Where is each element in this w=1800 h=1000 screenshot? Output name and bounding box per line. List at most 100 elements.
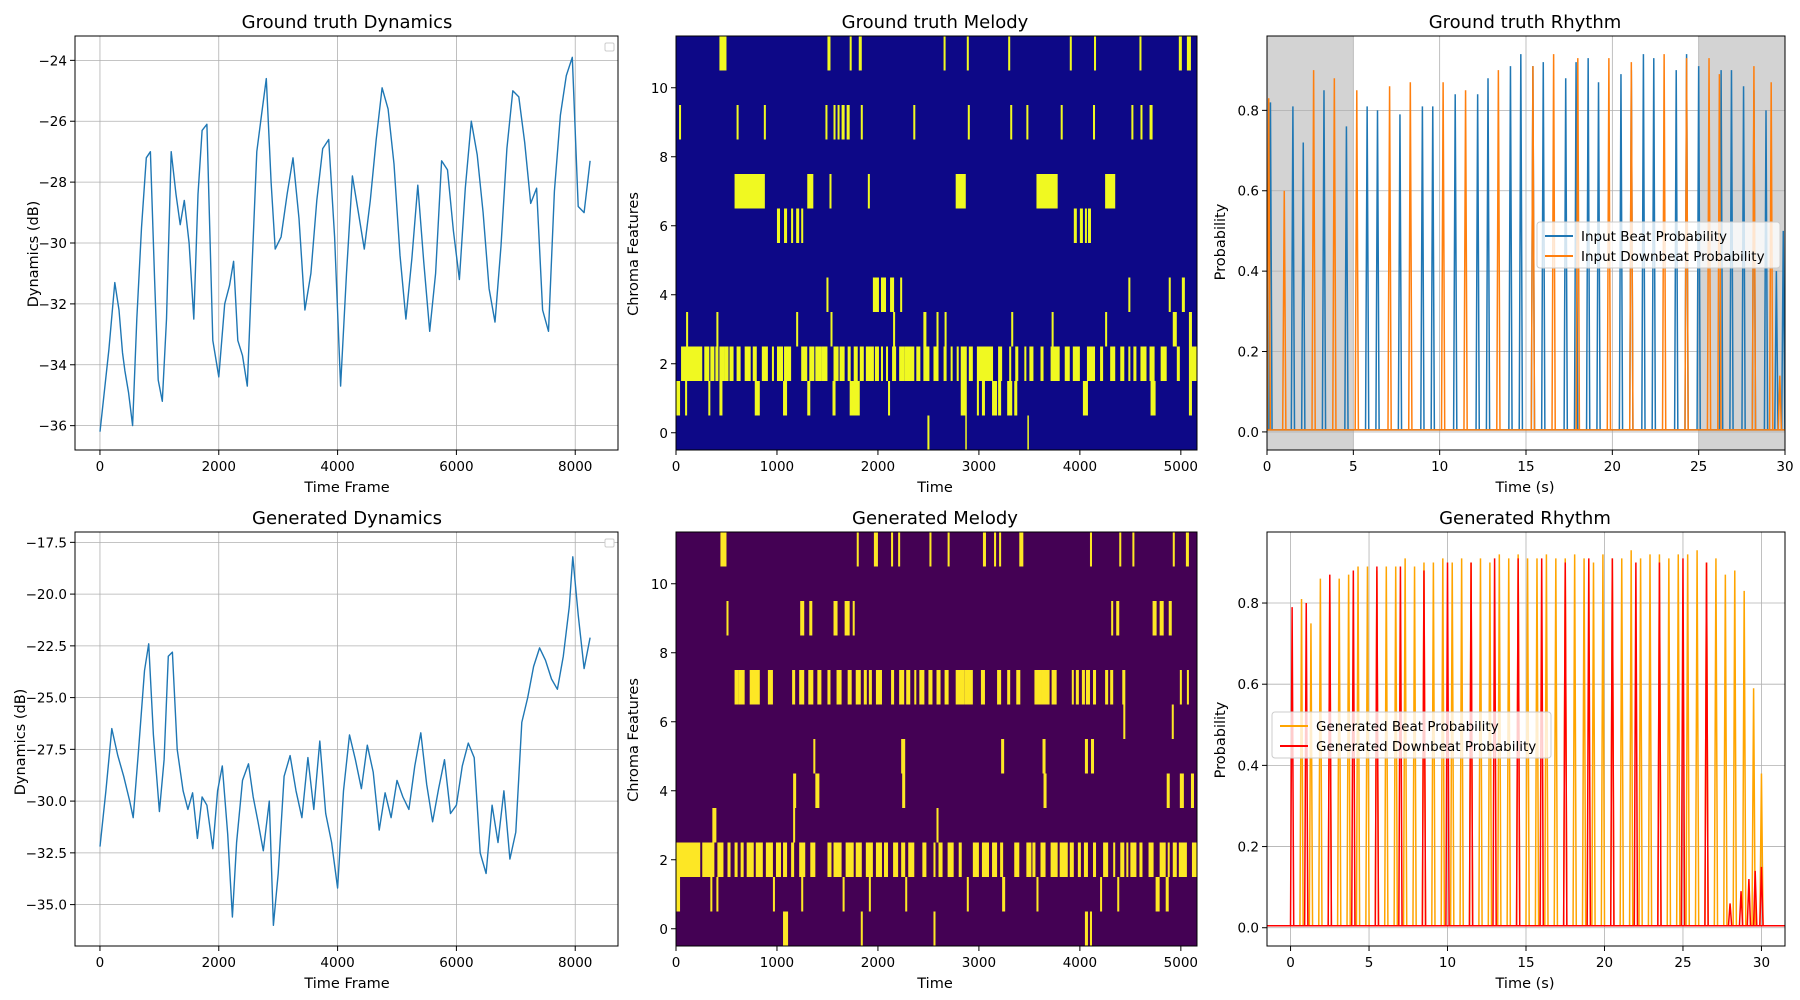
- heatmap-cell: [859, 346, 864, 381]
- heatmap-cell: [947, 842, 954, 877]
- heatmap-cell: [966, 36, 969, 71]
- y-tick-label: −20.0: [26, 587, 67, 603]
- series-peak: [1647, 554, 1653, 926]
- heatmap-cell: [1185, 532, 1189, 567]
- series-peak: [1774, 271, 1779, 430]
- axes-frame: [675, 35, 1198, 451]
- heatmap-cell: [1007, 381, 1013, 416]
- series-peak: [1506, 558, 1512, 926]
- heatmap-cell: [841, 105, 845, 140]
- heatmap-cell: [1026, 105, 1029, 140]
- series-group: [99, 56, 591, 432]
- series-peak: [1591, 562, 1596, 926]
- heatmap-cell: [1128, 346, 1131, 381]
- heatmap-cell: [793, 773, 797, 808]
- x-tick-label: 2000: [202, 955, 236, 971]
- heatmap-cell: [860, 105, 863, 140]
- heatmap-cell: [839, 346, 845, 381]
- series-peak: [1723, 574, 1728, 926]
- x-tick-label: 0: [672, 459, 681, 475]
- panel-gt-rhythm: Ground truth Rhythm Time (s) Probability…: [1213, 12, 1794, 496]
- heatmap-cell: [1172, 842, 1177, 877]
- heatmap-cell: [685, 381, 688, 416]
- heatmap-cell: [900, 277, 903, 312]
- series-peak: [1600, 554, 1606, 926]
- series-peak: [1673, 70, 1679, 430]
- empty-legend-box: [604, 42, 615, 52]
- y-tick-label: −32: [39, 297, 68, 313]
- heatmap-cell: [997, 670, 1002, 705]
- panel-title: Generated Melody: [852, 508, 1018, 529]
- series-peak: [1759, 773, 1764, 926]
- series-peak: [1383, 566, 1389, 926]
- heatmap-cell: [1075, 670, 1079, 705]
- heatmap-cell: [855, 670, 861, 705]
- series-peak: [1496, 70, 1501, 430]
- heatmap-cell: [749, 670, 760, 705]
- legend-label: Generated Downbeat Probability: [1316, 739, 1536, 755]
- heatmap-cell: [1093, 842, 1097, 877]
- series-peak: [1562, 562, 1568, 926]
- series-peak: [1475, 94, 1481, 430]
- x-axis-label: Time (s): [1495, 480, 1555, 496]
- series-peak: [1393, 566, 1399, 926]
- series-peak: [1327, 574, 1333, 926]
- heatmap-cell: [1148, 842, 1154, 877]
- heatmap-cell: [712, 808, 717, 843]
- heatmap-cell: [901, 739, 906, 774]
- legend-label: Input Downbeat Probability: [1581, 249, 1765, 265]
- heatmap-cell: [908, 842, 915, 877]
- heatmap-cell: [765, 842, 773, 877]
- heatmap-cell: [744, 346, 751, 381]
- heatmap-cell: [981, 842, 990, 877]
- series-peak: [1354, 90, 1360, 430]
- series-peak: [1661, 54, 1667, 430]
- heatmap-cell: [1093, 105, 1096, 140]
- heatmap-cell: [783, 911, 789, 946]
- heatmap-cell: [815, 346, 822, 381]
- heatmap-cell: [738, 670, 745, 705]
- heatmap-cell: [776, 346, 784, 381]
- heatmap-cell: [1086, 346, 1096, 381]
- heatmap-cell: [783, 842, 788, 877]
- y-tick-label: −34: [39, 358, 68, 374]
- heatmap-cell: [928, 670, 933, 705]
- heatmap-cell: [1150, 381, 1156, 416]
- heatmap-cell: [1002, 877, 1006, 912]
- heatmap-cell: [1120, 346, 1125, 381]
- series-peak: [1459, 558, 1464, 926]
- series-peak: [1321, 90, 1327, 430]
- heatmap-cell: [880, 277, 887, 312]
- heatmap-cell: [960, 346, 967, 381]
- heatmap-cell: [1084, 911, 1088, 946]
- heatmap-cell: [830, 312, 833, 347]
- y-tick-label: 2: [659, 357, 668, 373]
- heatmap-cell: [801, 346, 808, 381]
- heatmap-cell: [1133, 346, 1137, 381]
- heatmap-cell: [1155, 877, 1160, 912]
- x-tick-label: 3000: [962, 955, 996, 971]
- heatmap-cell: [1188, 346, 1197, 381]
- y-tick-label: 8: [659, 646, 668, 662]
- series-peak: [1641, 54, 1646, 430]
- heatmap-cell: [856, 532, 859, 567]
- heatmap-cell: [1130, 842, 1137, 877]
- heatmap-cell: [716, 877, 719, 912]
- heatmap-cell: [752, 346, 757, 381]
- x-tick-label: 0: [672, 955, 681, 971]
- heatmap-cell: [938, 842, 943, 877]
- plot-area: 0 2000 4000 6000 8000 −35.0 −32.5 −30.0 −27.5 −25…: [26, 531, 619, 971]
- heatmap-cell: [845, 842, 854, 877]
- heatmap-cell: [922, 842, 927, 877]
- y-tick-label: 0.6: [1238, 184, 1259, 200]
- x-tick-label: 20: [1596, 955, 1613, 971]
- y-tick-label: 2: [659, 853, 668, 869]
- heatmap-cell: [1010, 105, 1013, 140]
- heatmap-cell: [1014, 381, 1018, 416]
- heatmap-cell: [775, 842, 782, 877]
- heatmap-cell: [807, 174, 814, 209]
- series-peak: [1299, 598, 1304, 926]
- heatmap-cell: [717, 842, 724, 877]
- x-tick-label: 5000: [1164, 459, 1198, 475]
- heatmap-cell: [933, 346, 939, 381]
